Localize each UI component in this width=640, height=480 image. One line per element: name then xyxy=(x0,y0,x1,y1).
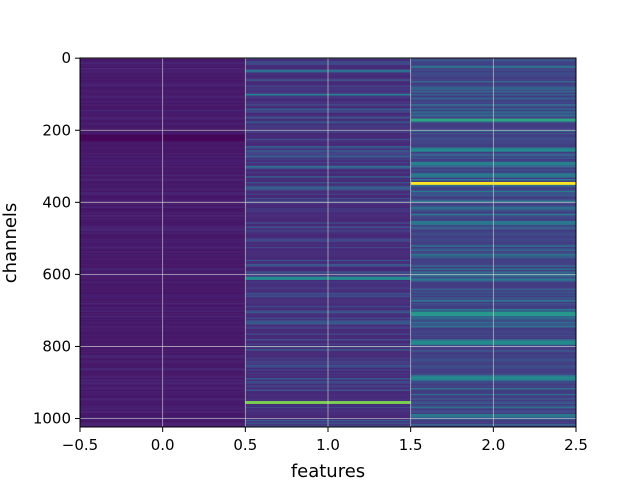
y-axis-ticks: 0 200 400 600 800 1000 xyxy=(33,49,80,428)
y-tick-label: 1000 xyxy=(33,410,71,428)
x-tick-label: 2.5 xyxy=(564,436,588,454)
y-tick-label: 200 xyxy=(42,121,71,139)
y-tick-label: 600 xyxy=(42,265,71,283)
y-tick-label: 0 xyxy=(61,49,71,67)
x-tick-label: −0.5 xyxy=(62,436,98,454)
x-tick-label: 0.0 xyxy=(151,436,175,454)
x-tick-label: 1.0 xyxy=(316,436,340,454)
y-axis-label: channels xyxy=(0,203,21,284)
y-tick-label: 800 xyxy=(42,337,71,355)
x-tick-label: 0.5 xyxy=(233,436,257,454)
x-axis-label: features xyxy=(291,461,365,480)
y-tick-label: 400 xyxy=(42,193,71,211)
x-tick-label: 2.0 xyxy=(481,436,505,454)
x-axis-ticks: −0.5 0.0 0.5 1.0 1.5 2.0 2.5 xyxy=(62,427,588,454)
x-tick-label: 1.5 xyxy=(399,436,423,454)
